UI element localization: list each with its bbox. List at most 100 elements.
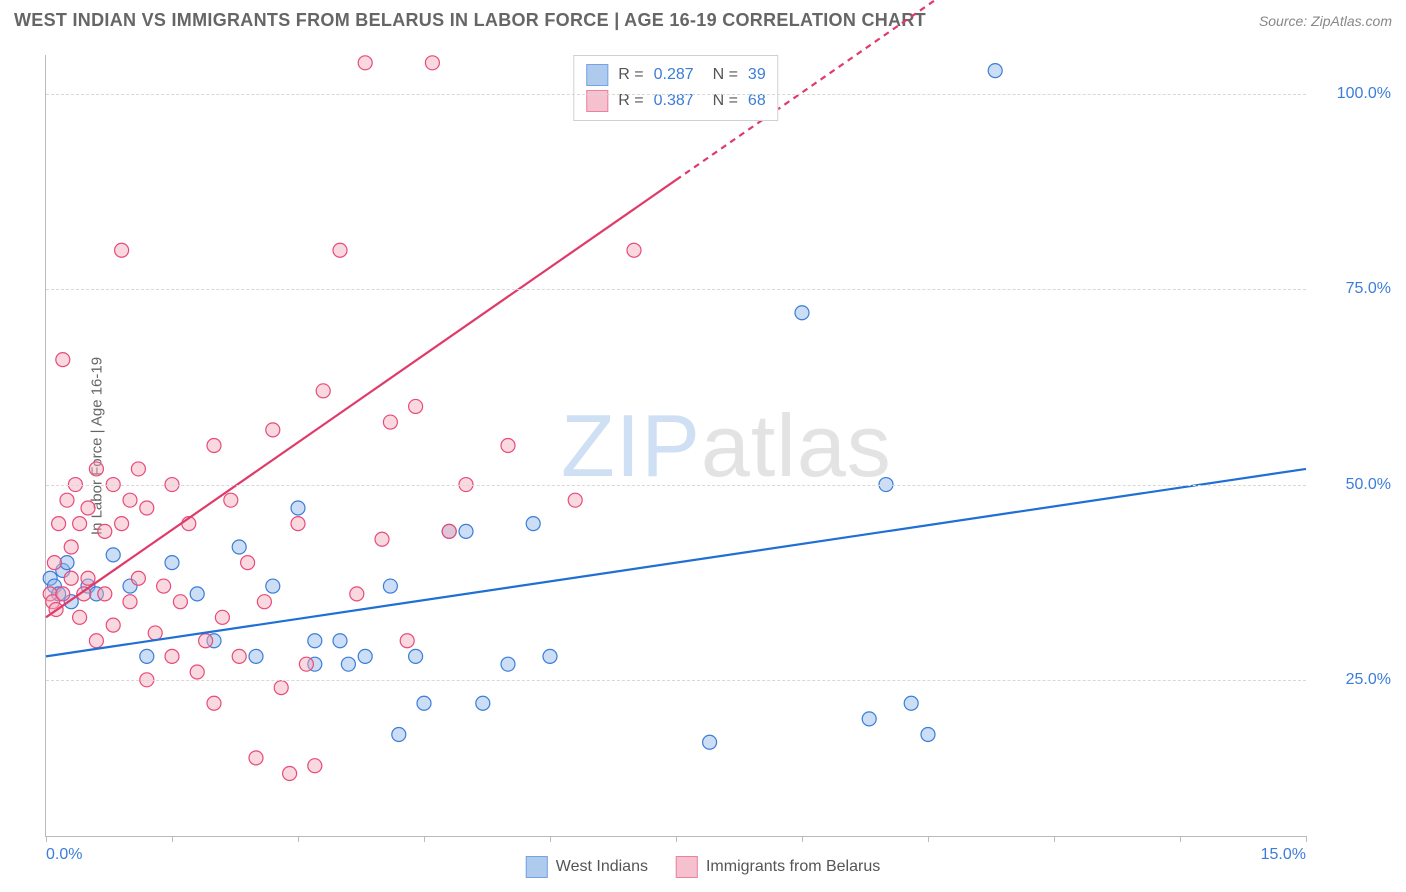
- chart-title: WEST INDIAN VS IMMIGRANTS FROM BELARUS I…: [14, 10, 926, 31]
- scatter-point: [98, 524, 112, 538]
- legend-correlation-row: R = 0.387 N = 68: [586, 88, 765, 114]
- scatter-point: [131, 571, 145, 585]
- x-tick-label: 15.0%: [1261, 846, 1306, 864]
- scatter-point: [157, 579, 171, 593]
- scatter-point: [98, 587, 112, 601]
- scatter-point: [73, 610, 87, 624]
- scatter-point: [249, 649, 263, 663]
- legend-correlation-row: R = 0.287 N = 39: [586, 62, 765, 88]
- scatter-point: [703, 735, 717, 749]
- scatter-point: [106, 548, 120, 562]
- scatter-point: [425, 56, 439, 70]
- scatter-point: [383, 415, 397, 429]
- x-tick: [46, 836, 47, 842]
- scatter-point: [988, 64, 1002, 78]
- scatter-point: [308, 759, 322, 773]
- y-tick-label: 100.0%: [1337, 85, 1391, 103]
- scatter-point: [350, 587, 364, 601]
- chart-header: WEST INDIAN VS IMMIGRANTS FROM BELARUS I…: [14, 10, 1392, 31]
- legend-swatch: [526, 856, 548, 878]
- scatter-point: [64, 540, 78, 554]
- scatter-point: [165, 649, 179, 663]
- scatter-point: [383, 579, 397, 593]
- scatter-point: [291, 501, 305, 515]
- scatter-point: [921, 727, 935, 741]
- scatter-point: [333, 634, 347, 648]
- scatter-point: [224, 493, 238, 507]
- scatter-point: [215, 610, 229, 624]
- scatter-point: [358, 649, 372, 663]
- scatter-point: [60, 493, 74, 507]
- scatter-point: [207, 439, 221, 453]
- scatter-point: [526, 517, 540, 531]
- x-tick: [928, 836, 929, 842]
- scatter-point: [190, 587, 204, 601]
- scatter-point: [409, 399, 423, 413]
- gridline: [46, 680, 1306, 681]
- scatter-point: [140, 501, 154, 515]
- chart-plot-area: ZIPatlas R = 0.287 N = 39R = 0.387 N = 6…: [45, 55, 1306, 837]
- y-tick-label: 25.0%: [1346, 671, 1391, 689]
- scatter-point: [89, 634, 103, 648]
- gridline: [46, 485, 1306, 486]
- scatter-point: [316, 384, 330, 398]
- scatter-point: [409, 649, 423, 663]
- scatter-point: [341, 657, 355, 671]
- x-tick: [1180, 836, 1181, 842]
- x-tick: [1306, 836, 1307, 842]
- scatter-point: [190, 665, 204, 679]
- legend-swatch: [676, 856, 698, 878]
- scatter-point: [199, 634, 213, 648]
- y-tick-label: 50.0%: [1346, 476, 1391, 494]
- scatter-point: [60, 556, 74, 570]
- gridline: [46, 289, 1306, 290]
- legend-r-label: R =: [618, 66, 643, 84]
- x-tick: [1054, 836, 1055, 842]
- chart-source: Source: ZipAtlas.com: [1259, 13, 1392, 29]
- scatter-point: [73, 517, 87, 531]
- scatter-point: [904, 696, 918, 710]
- legend-swatch: [586, 64, 608, 86]
- scatter-point: [417, 696, 431, 710]
- legend-n-label: N =: [704, 66, 738, 84]
- scatter-point: [81, 571, 95, 585]
- scatter-point: [89, 462, 103, 476]
- scatter-point: [459, 524, 473, 538]
- scatter-point: [291, 517, 305, 531]
- scatter-point: [207, 696, 221, 710]
- scatter-point: [333, 243, 347, 257]
- scatter-point: [308, 634, 322, 648]
- scatter-point: [299, 657, 313, 671]
- scatter-point: [81, 501, 95, 515]
- scatter-point: [257, 595, 271, 609]
- scatter-point: [232, 649, 246, 663]
- scatter-point: [115, 517, 129, 531]
- scatter-point: [795, 306, 809, 320]
- legend-series-label: Immigrants from Belarus: [706, 858, 880, 876]
- legend-r-value: 0.287: [654, 66, 694, 84]
- scatter-point: [274, 681, 288, 695]
- scatter-point: [232, 540, 246, 554]
- scatter-point: [358, 56, 372, 70]
- scatter-point: [47, 556, 61, 570]
- x-tick: [172, 836, 173, 842]
- legend-series-item: West Indians: [526, 856, 648, 878]
- scatter-point: [862, 712, 876, 726]
- scatter-point: [140, 649, 154, 663]
- scatter-point: [52, 517, 66, 531]
- scatter-point: [173, 595, 187, 609]
- x-tick: [424, 836, 425, 842]
- scatter-point: [56, 587, 70, 601]
- scatter-point: [64, 571, 78, 585]
- scatter-point: [249, 751, 263, 765]
- scatter-point: [165, 556, 179, 570]
- scatter-point: [123, 595, 137, 609]
- scatter-point: [131, 462, 145, 476]
- x-tick: [550, 836, 551, 842]
- trend-line: [46, 180, 676, 617]
- scatter-point: [266, 579, 280, 593]
- legend-correlation: R = 0.287 N = 39R = 0.387 N = 68: [573, 55, 778, 121]
- scatter-point: [627, 243, 641, 257]
- scatter-point: [283, 767, 297, 781]
- scatter-point: [241, 556, 255, 570]
